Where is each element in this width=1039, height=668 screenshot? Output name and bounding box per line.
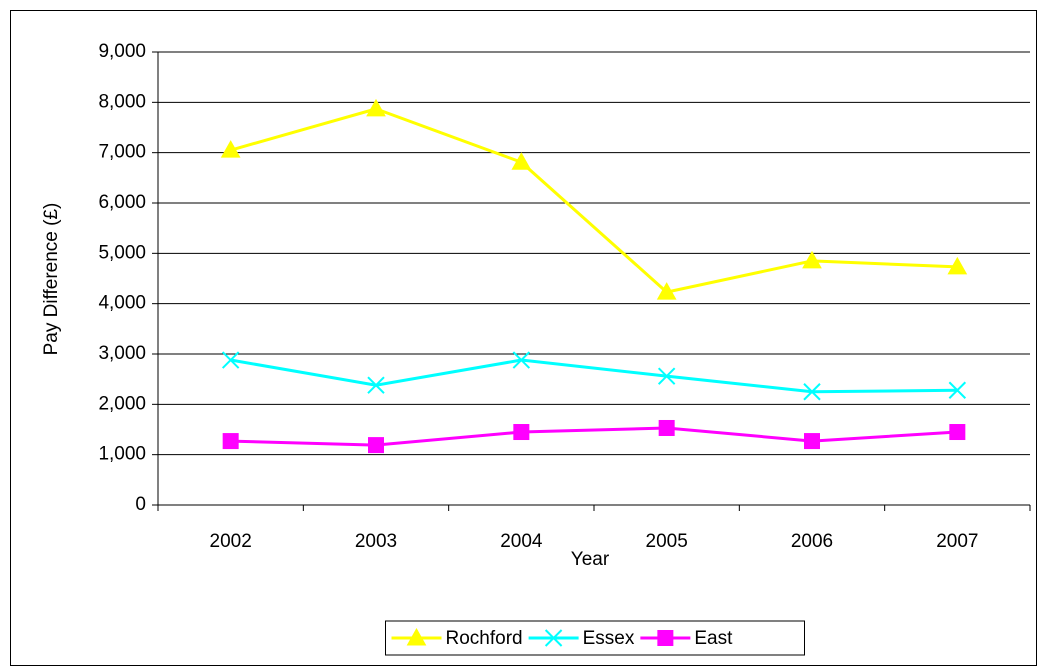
x-tick-label: 2007 [936,531,978,552]
data-point [948,381,967,399]
y-tick-label: 9,000 [98,41,146,62]
series-line [230,107,958,294]
data-point [803,383,821,401]
data-point [949,424,966,441]
data-point [220,140,241,158]
data-point [804,433,820,450]
y-tick-label: 5,000 [98,242,146,263]
y-tick-label: 4,000 [98,293,146,314]
legend-marker [544,629,563,647]
y-tick-label: 6,000 [98,192,146,213]
y-tick-label: 1,000 [98,444,146,465]
y-tick-label: 3,000 [98,343,146,364]
data-point [657,367,676,385]
y-tick-label: 8,000 [98,91,146,112]
legend-marker [657,630,674,646]
data-point [511,152,532,170]
data-point [221,351,240,369]
y-tick-label: 7,000 [98,142,146,163]
data-point [947,256,968,275]
data-point [512,351,531,369]
legend-box [385,620,805,656]
x-tick-label: 2002 [210,531,252,552]
data-point [513,424,530,441]
legend-label: East [694,628,733,649]
chart-border [10,10,1037,666]
data-point [368,437,384,454]
y-axis-title: Pay Difference (£) [41,203,62,356]
data-point [656,282,677,300]
y-tick-label: 2,000 [98,393,146,414]
data-point [366,98,386,117]
legend-label: Essex [583,628,635,649]
series-line [230,426,958,447]
x-tick-label: 2003 [355,531,397,552]
data-point [658,419,675,436]
y-tick-label: 0 [135,494,146,515]
x-tick-label: 2005 [646,531,688,552]
legend-marker [406,627,427,646]
data-point [802,250,822,269]
legend-label: Rochford [446,628,523,649]
x-axis-title: Year [571,549,610,570]
data-point [367,376,385,394]
data-point [222,433,239,450]
series-line [230,358,958,394]
x-tick-label: 2004 [500,531,543,552]
x-tick-label: 2006 [791,531,833,552]
